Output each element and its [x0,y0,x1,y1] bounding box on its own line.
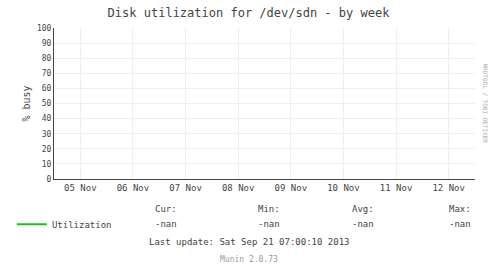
svg-text:RRDTOOL / TOBI OETIKER: RRDTOOL / TOBI OETIKER [482,64,489,144]
svg-text:20: 20 [42,145,52,154]
svg-text:10: 10 [42,160,52,169]
svg-text:Utilization: Utilization [52,220,112,230]
svg-text:12 Nov: 12 Nov [432,183,465,193]
svg-text:40: 40 [42,114,52,123]
svg-text:05 Nov: 05 Nov [64,183,97,193]
svg-text:Cur:: Cur: [155,204,177,214]
svg-text:10 Nov: 10 Nov [327,183,360,193]
svg-text:-nan: -nan [155,219,177,229]
svg-text:-nan: -nan [258,219,280,229]
svg-text:100: 100 [37,24,52,33]
svg-text:06 Nov: 06 Nov [117,183,150,193]
svg-text:09 Nov: 09 Nov [275,183,308,193]
svg-text:50: 50 [42,99,52,108]
svg-text:Last update: Sat Sep 21 07:00:: Last update: Sat Sep 21 07:00:10 2013 [149,237,349,247]
svg-text:Disk utilization for /dev/sdn: Disk utilization for /dev/sdn - by week [108,6,391,20]
svg-text:Min:: Min: [258,204,280,214]
svg-text:Munin 2.0.73: Munin 2.0.73 [220,255,278,264]
svg-text:11 Nov: 11 Nov [380,183,413,193]
svg-text:0: 0 [47,175,52,184]
svg-text:07 Nov: 07 Nov [169,183,202,193]
svg-text:Avg:: Avg: [352,204,374,214]
svg-text:80: 80 [42,54,52,63]
svg-text:-nan: -nan [449,219,471,229]
svg-text:60: 60 [42,84,52,93]
svg-text:90: 90 [42,39,52,48]
svg-text:-nan: -nan [352,219,374,229]
svg-text:08 Nov: 08 Nov [222,183,255,193]
svg-text:Max:: Max: [449,204,471,214]
svg-text:30: 30 [42,130,52,139]
svg-text:% busy: % busy [21,85,32,121]
svg-text:70: 70 [42,69,52,78]
